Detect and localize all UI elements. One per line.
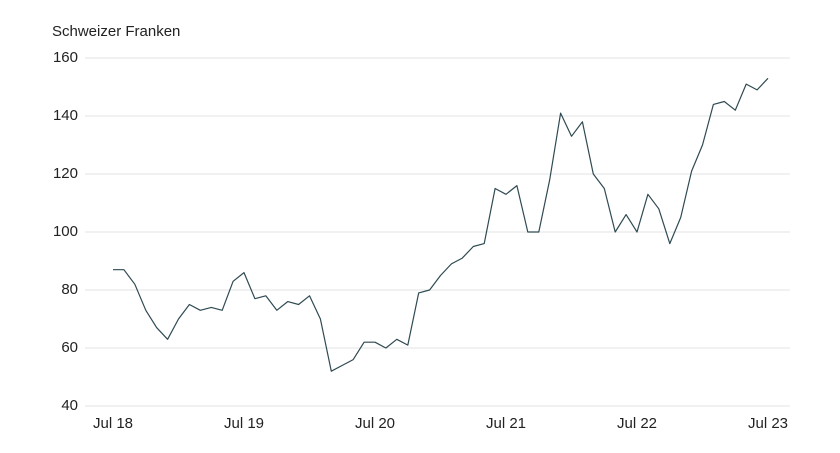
x-tick-label: Jul 21 [486,415,526,432]
y-tick-label: 80 [61,281,78,298]
x-tick-label: Jul 23 [748,415,788,432]
y-tick-label: 160 [53,49,78,66]
y-tick-label: 100 [53,223,78,240]
x-tick-label: Jul 19 [224,415,264,432]
y-tick-label: 140 [53,107,78,124]
x-tick-label: Jul 20 [355,415,395,432]
x-tick-label: Jul 18 [93,415,133,432]
y-tick-label: 120 [53,165,78,182]
price-line [113,77,769,372]
y-axis-title: Schweizer Franken [52,23,180,40]
x-tick-label: Jul 22 [617,415,657,432]
y-tick-label: 40 [61,397,78,414]
y-tick-label: 60 [61,339,78,356]
